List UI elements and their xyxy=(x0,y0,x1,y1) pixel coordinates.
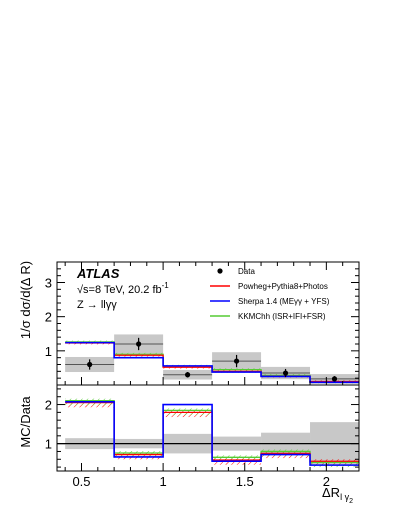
main-plot-panel: 1 2 3 xyxy=(45,261,360,386)
energy-label: √s=8 TeV, 20.2 fb-1 xyxy=(77,281,169,296)
legend-entry-label: Sherpa 1.4 (MEγγ + YFS) xyxy=(238,297,330,306)
x-tick-label: 1.5 xyxy=(236,474,254,489)
legend: Data Powheg+Pythia8+Photos Sherpa 1.4 (MEγ… xyxy=(210,267,330,321)
ratio-y-axis-label: MC/Data xyxy=(18,396,33,448)
mc-series-line-1 xyxy=(65,341,359,384)
x-axis-label-sub: l γ xyxy=(340,492,350,502)
energy-superscript: -1 xyxy=(162,281,170,290)
legend-entry-label: Powheg+Pythia8+Photos xyxy=(238,282,328,291)
main-y-axis-label: 1/σ dσ/d(Δ R) xyxy=(18,261,33,339)
ratio-mc-hatch xyxy=(212,455,262,463)
main-y-tick-label: 3 xyxy=(45,276,52,291)
ratio-y-tick-label: 2 xyxy=(45,398,52,413)
data-point xyxy=(184,372,191,378)
ratio-mc-hatch xyxy=(310,460,359,468)
main-y-tick-label: 2 xyxy=(45,310,52,325)
x-tick-label: 2 xyxy=(323,474,330,489)
data-point xyxy=(282,370,289,376)
x-axis-label-subsub: 2 xyxy=(349,498,353,505)
x-tick-label: 1 xyxy=(159,474,166,489)
data-point xyxy=(233,358,240,364)
atlas-label: ATLAS xyxy=(76,266,120,281)
energy-text: √s=8 TeV, 20.2 fb xyxy=(77,284,162,296)
data-point xyxy=(87,361,93,368)
data-point xyxy=(331,376,338,382)
main-y-tick-label: 1 xyxy=(45,344,52,359)
legend-entry-label: KKMChh (ISR+IFI+FSR) xyxy=(238,312,326,321)
data-point xyxy=(136,341,142,347)
process-label: Z → llγγ xyxy=(77,299,117,311)
x-axis-label-main: ΔR xyxy=(322,485,340,500)
legend-marker-data xyxy=(217,268,223,274)
x-axis-label: ΔRl γ2 xyxy=(322,485,353,505)
legend-entry-label: Data xyxy=(238,267,255,276)
ratio-series-line-1 xyxy=(65,401,359,466)
ratio-plot-panel: 1 2 0.5 1 1.5 2 xyxy=(45,384,360,489)
ratio-y-tick-label: 1 xyxy=(45,437,52,452)
chart-labels: 1/σ dσ/d(Δ R) MC/Data ΔRl γ2 ATLAS √s=8 … xyxy=(18,261,353,505)
x-tick-label: 0.5 xyxy=(72,474,90,489)
